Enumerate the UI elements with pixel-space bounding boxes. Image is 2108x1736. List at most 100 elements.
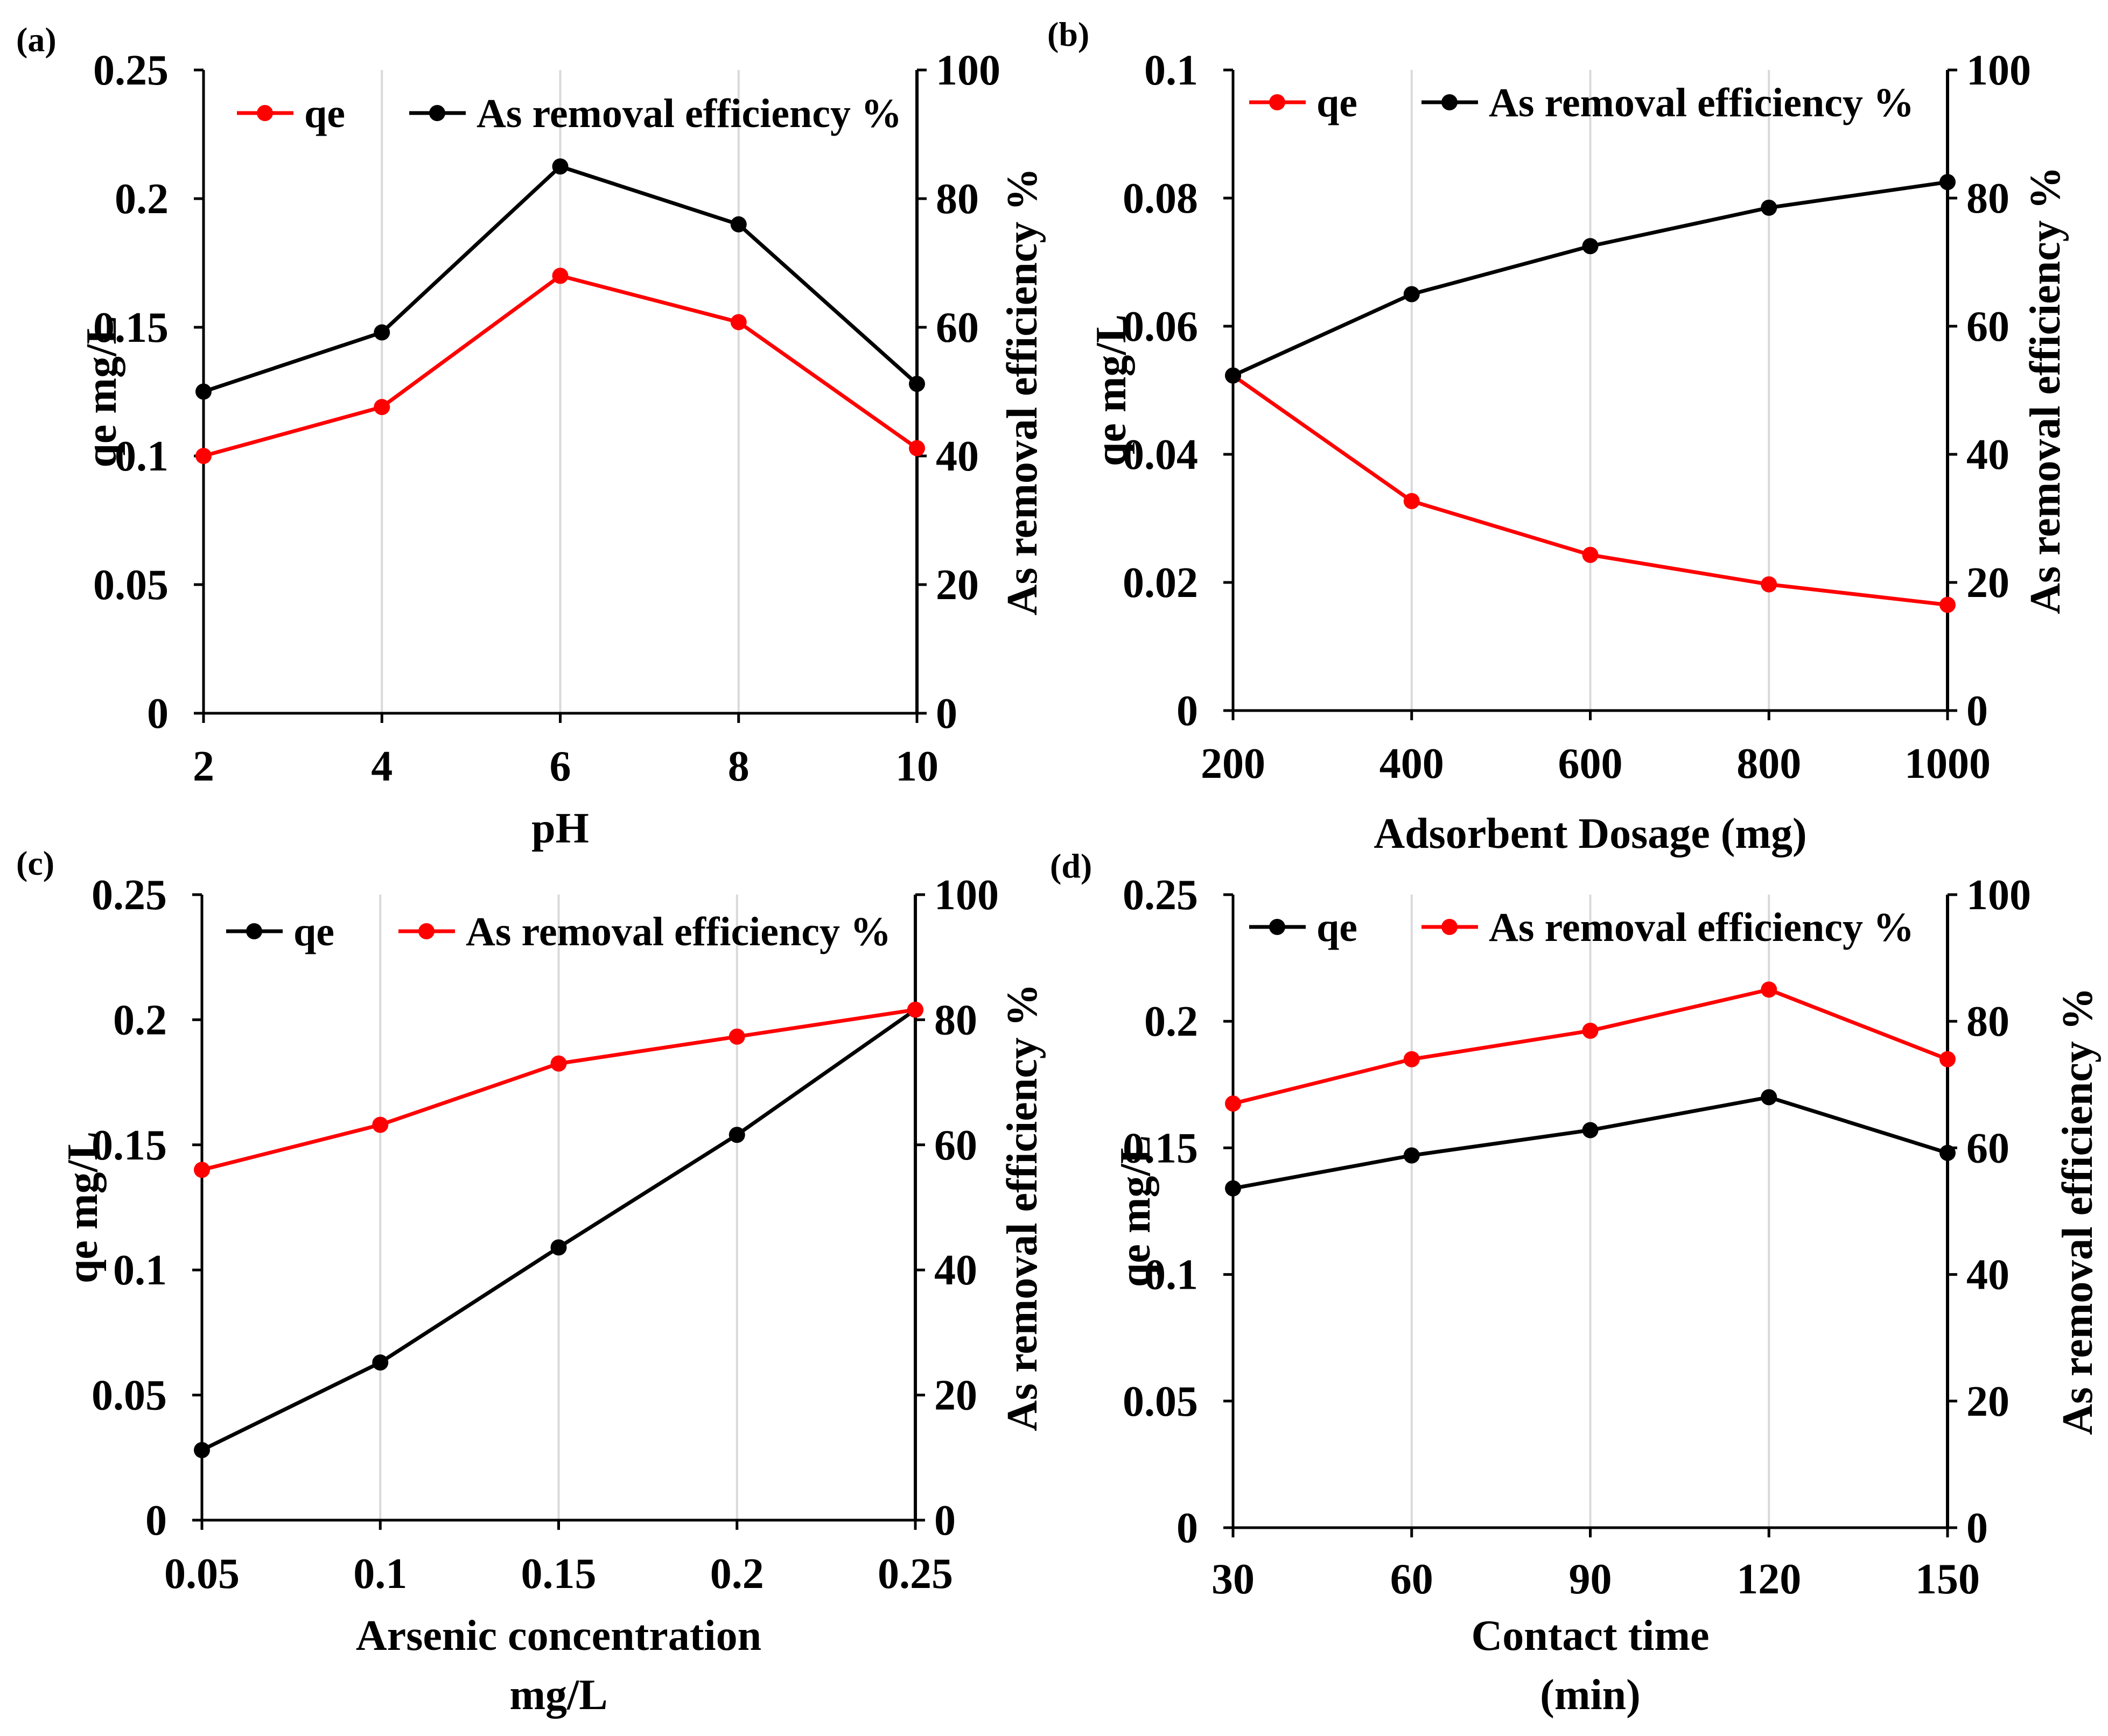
data-point [729, 1028, 745, 1045]
data-point [1761, 576, 1777, 593]
right-tick-label: 0 [936, 690, 957, 737]
right-tick-label: 40 [936, 433, 979, 480]
data-point [1582, 546, 1599, 563]
left-tick-label: 0.15 [92, 1122, 167, 1169]
data-point [1939, 174, 1956, 191]
left-tick-label: 0.08 [1123, 175, 1198, 222]
right-tick-label: 100 [1966, 871, 2031, 919]
legend-label: As removal efficiency % [477, 91, 902, 136]
left-y-axis-title: qe mg/L [59, 1131, 107, 1283]
right-y-axis-title: As removal efficiency % [2054, 987, 2102, 1435]
left-tick-label: 0.25 [1123, 871, 1198, 919]
data-point [552, 158, 569, 175]
right-tick-label: 20 [936, 561, 979, 609]
panel-label: (d) [1050, 847, 1092, 885]
left-tick-label: 0 [1176, 1505, 1198, 1552]
x-axis-title: pH [531, 805, 589, 852]
data-point [1582, 1122, 1599, 1138]
left-tick-label: 0.05 [93, 561, 169, 609]
x-tick-label: 10 [895, 743, 939, 790]
left-tick-label: 0.02 [1123, 559, 1198, 607]
x-tick-label: 400 [1379, 740, 1444, 788]
right-tick-label: 60 [1966, 303, 2009, 350]
data-point [195, 448, 212, 464]
left-tick-label: 0.1 [1144, 47, 1198, 94]
right-tick-label: 80 [936, 175, 979, 223]
left-tick-label: 0 [145, 1497, 167, 1544]
left-y-axis-title: qe mg/L [78, 315, 125, 467]
panel-label: (a) [16, 20, 57, 59]
right-tick-label: 60 [1966, 1124, 2009, 1172]
data-point [195, 383, 212, 400]
right-tick-label: 20 [1966, 559, 2009, 607]
data-point [1761, 981, 1777, 998]
left-y-axis-title: qe mg/L [1112, 1135, 1159, 1287]
legend-label: As removal efficiency % [466, 909, 891, 954]
x-tick-label: 600 [1558, 740, 1623, 788]
right-y-axis-title: As removal efficiency % [2022, 166, 2069, 614]
right-tick-label: 100 [934, 871, 999, 919]
legend-label: qe [1316, 905, 1357, 950]
x-tick-label: 2 [193, 743, 214, 790]
legend-label: As removal efficiency % [1489, 905, 1914, 950]
data-point [550, 1239, 567, 1256]
x-tick-label: 4 [371, 743, 393, 790]
data-point [194, 1162, 210, 1178]
data-point [372, 1354, 389, 1371]
x-axis-title: Arsenic concentration [356, 1612, 761, 1660]
data-point [909, 440, 925, 456]
left-tick-label: 0 [147, 690, 169, 737]
x-tick-label: 6 [550, 743, 571, 790]
data-point [1939, 1144, 1956, 1161]
legend-label: qe [304, 91, 345, 136]
right-tick-label: 60 [934, 1122, 977, 1169]
data-point [1403, 1147, 1420, 1164]
data-point [1939, 596, 1956, 613]
left-tick-label: 0.1 [113, 1247, 167, 1294]
left-tick-label: 0.05 [1123, 1378, 1198, 1425]
x-axis-title: Adsorbent Dosage (mg) [1374, 810, 1806, 858]
right-tick-label: 80 [934, 996, 977, 1044]
left-tick-label: 0 [1176, 687, 1198, 735]
data-point [1403, 493, 1420, 509]
data-point [1582, 1022, 1599, 1039]
right-tick-label: 0 [1966, 687, 1988, 735]
right-tick-label: 100 [1966, 47, 2031, 94]
x-tick-label: 0.05 [164, 1550, 240, 1598]
x-tick-label: 0.1 [353, 1550, 407, 1598]
x-tick-label: 150 [1915, 1556, 1980, 1603]
right-tick-label: 40 [934, 1247, 977, 1294]
legend-swatch-marker [429, 105, 445, 121]
legend-swatch-marker [1441, 94, 1458, 110]
right-tick-label: 60 [936, 304, 979, 352]
left-tick-label: 0.2 [1144, 998, 1198, 1045]
right-y-axis-title: As removal efficiency % [999, 983, 1046, 1431]
legend-label: qe [1316, 80, 1357, 125]
right-tick-label: 40 [1966, 1252, 2009, 1299]
legend-swatch-marker [1441, 919, 1458, 935]
right-tick-label: 40 [1966, 431, 2009, 479]
legend-label: qe [293, 909, 334, 954]
data-point [1403, 1051, 1420, 1067]
left-tick-label: 0.15 [1123, 1124, 1198, 1172]
data-point [1582, 238, 1599, 255]
x-tick-label: 8 [728, 743, 750, 790]
left-tick-label: 0.2 [115, 175, 169, 223]
data-point [1225, 367, 1241, 384]
left-tick-label: 0.15 [93, 304, 169, 352]
right-tick-label: 80 [1966, 175, 2009, 222]
right-tick-label: 20 [934, 1372, 977, 1419]
data-point [1403, 286, 1420, 303]
x-axis-title: Contact time [1471, 1612, 1709, 1660]
right-tick-label: 0 [934, 1497, 956, 1544]
left-tick-label: 0.1 [1144, 1252, 1198, 1299]
data-point [194, 1442, 210, 1458]
x-axis-title: mg/L [509, 1671, 607, 1719]
chart-panel-3: (c) 0 0.05 0.1 0.15 0.2 0.25 0 20 40 60 80 100 0.05 0.… [16, 844, 1046, 1719]
data-point [1225, 1180, 1241, 1197]
data-point [374, 399, 390, 416]
x-tick-label: 0.25 [878, 1550, 953, 1598]
data-point [552, 268, 569, 284]
right-tick-label: 80 [1966, 998, 2009, 1045]
